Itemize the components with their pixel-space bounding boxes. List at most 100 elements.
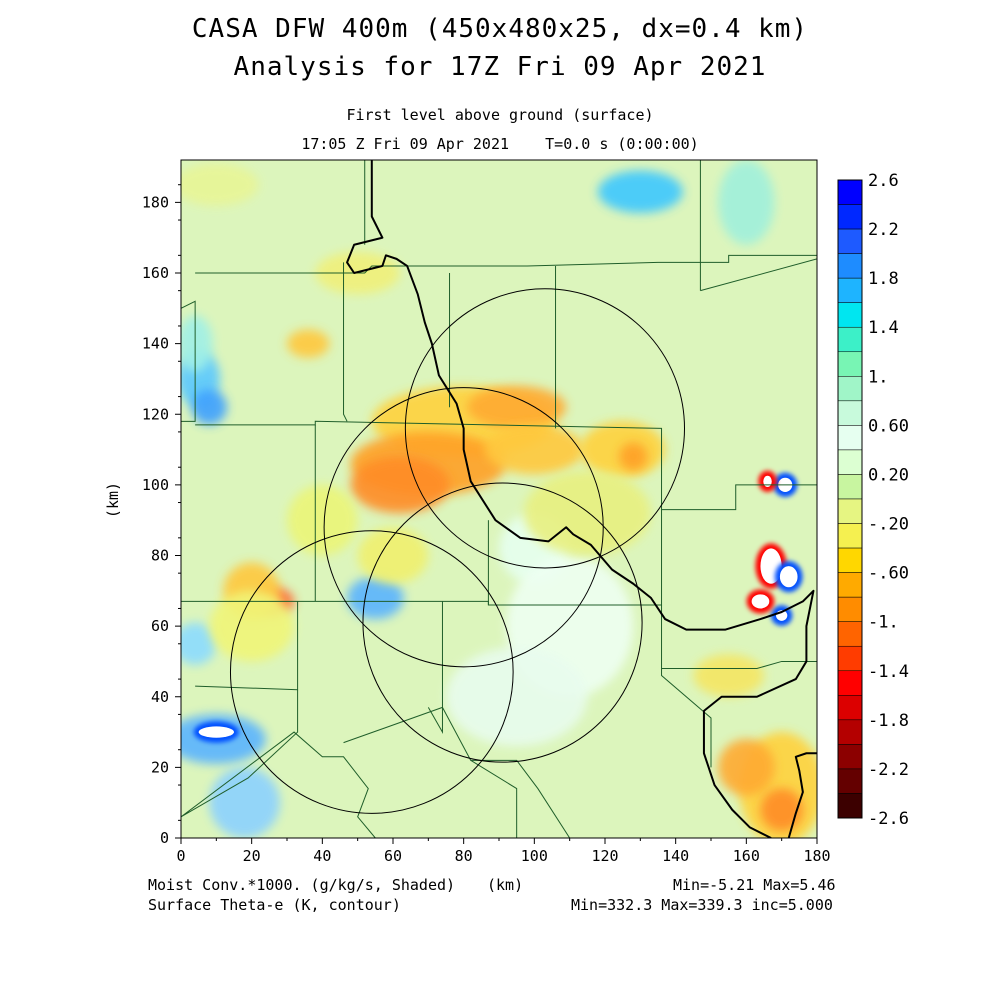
colorbar-swatch: [837, 277, 863, 303]
colorbar-swatch: [837, 326, 863, 353]
field-blob: [181, 315, 213, 372]
footer-field2-range: Min=332.3 Max=339.3 inc=5.000: [571, 896, 833, 914]
county-line: [470, 759, 518, 838]
radar-range-rings: [229, 288, 686, 814]
theta-e-contour-line: [787, 752, 817, 838]
field-blob: [191, 389, 227, 425]
colorbar-swatch: [837, 351, 863, 377]
x-tick-label: 60: [384, 847, 402, 865]
anomaly-core: [779, 566, 798, 588]
field-blob: [718, 739, 775, 796]
footer-field2-label: Surface Theta-e (K, contour): [148, 896, 401, 914]
y-tick-label: 40: [151, 688, 169, 706]
colorbar-label: -.20: [868, 515, 909, 535]
colorbar-label: -1.8: [868, 711, 909, 731]
x-tick-label: 100: [521, 847, 548, 865]
colorbar-label: 2.2: [868, 220, 899, 240]
field-blob: [350, 456, 450, 514]
colorbar-label: -1.: [868, 613, 899, 633]
colorbar-swatch: [837, 670, 863, 696]
radar-range-ring: [229, 530, 514, 814]
axes: 0 20 40 60 80 100 120 140 160 180 0 20 40 60 80 100 120 1…: [142, 184, 831, 865]
colorbar-swatch: [837, 744, 863, 770]
colorbar-swatch: [837, 572, 863, 598]
theta-e-contour-line: [346, 160, 815, 838]
colorbar-swatch: [837, 719, 863, 745]
anomaly-core: [763, 475, 772, 487]
field-blob: [718, 160, 775, 245]
county-boundaries: [181, 160, 817, 838]
radar-range-ring: [323, 387, 604, 668]
colorbar-swatch: [837, 793, 863, 819]
colorbar-swatch: [837, 376, 863, 402]
y-tick-label: 60: [151, 617, 169, 635]
field-blob: [181, 163, 259, 206]
county-line: [661, 604, 817, 669]
chart-subtitle-level: First level above ground (surface): [346, 106, 654, 124]
field-blob: [597, 170, 683, 213]
colorbar-label: 1.4: [868, 318, 899, 338]
colorbar-label: -.60: [868, 564, 909, 584]
county-line: [181, 689, 376, 838]
theta-e-contour: [346, 160, 817, 838]
colorbar-swatch: [837, 253, 863, 279]
field-blob: [347, 576, 404, 620]
colorbar-swatch: [837, 547, 863, 573]
county-line: [181, 300, 196, 422]
colorbar-label: -1.4: [868, 662, 909, 682]
colorbar-swatch: [837, 523, 863, 549]
x-tick-label: 180: [803, 847, 830, 865]
radar-range-ring: [362, 482, 643, 763]
colorbar-label: 0.20: [868, 465, 909, 485]
y-tick-label: 160: [142, 264, 169, 282]
colorbar: 2.6 2.2 1.8 1.4 1. 0.60 0.20 -.20 -.60 -1. -1.4 -1.…: [837, 171, 909, 829]
y-tick-label: 20: [151, 758, 169, 776]
y-tick-label: 100: [142, 476, 169, 494]
field-blob: [357, 527, 429, 584]
radar-range-ring: [404, 288, 686, 569]
field-blob: [619, 442, 648, 471]
x-tick-label: 40: [313, 847, 331, 865]
chart-title-analysis: Analysis for 17Z Fri 09 Apr 2021: [233, 52, 767, 82]
county-line: [442, 707, 571, 838]
county-line: [343, 706, 443, 744]
county-line: [700, 258, 817, 292]
colorbar-label: 0.60: [868, 416, 909, 436]
y-tick-label: 120: [142, 405, 169, 423]
colorbar-swatch: [837, 204, 863, 230]
colorbar-swatch: [837, 400, 863, 426]
anomaly-core: [198, 726, 234, 738]
x-tick-label: 120: [591, 847, 618, 865]
anomaly-core: [751, 594, 770, 609]
x-tick-label: 160: [733, 847, 760, 865]
colorbar-swatch: [837, 695, 863, 721]
chart-subtitle-time: 17:05 Z Fri 09 Apr 2021 T=0.0 s (0:00:00…: [301, 135, 699, 153]
x-tick-label: 0: [176, 847, 185, 865]
x-tick-label: 80: [455, 847, 473, 865]
field-blob: [209, 767, 280, 838]
field-blob: [693, 654, 765, 697]
field-blob: [287, 484, 358, 556]
field-blob: [287, 329, 330, 358]
footer-field1-range: Min=-5.21 Max=5.46: [673, 876, 836, 894]
footer-field1-label: Moist Conv.*1000. (g/kg/s, Shaded): [148, 876, 456, 894]
colorbar-swatch: [837, 425, 863, 451]
colorbar-label: -2.2: [868, 760, 909, 780]
county-line: [427, 601, 443, 734]
field-blob: [209, 590, 295, 662]
x-axis-label: (km): [487, 876, 524, 894]
x-tick-label: 140: [662, 847, 689, 865]
colorbar-swatch: [837, 645, 863, 672]
colorbar-swatch: [837, 302, 863, 328]
field-blob: [760, 788, 803, 831]
field-blob: [523, 470, 651, 556]
y-tick-label: 0: [160, 829, 169, 847]
field-blob: [484, 424, 584, 475]
field-blob: [181, 622, 217, 665]
field-blob: [467, 385, 567, 429]
chart-title: CASA DFW 400m (450x480x25, dx=0.4 km): [191, 14, 809, 44]
colorbar-swatch: [837, 474, 863, 500]
field-blob: [446, 647, 588, 747]
colorbar-swatch: [837, 498, 863, 524]
